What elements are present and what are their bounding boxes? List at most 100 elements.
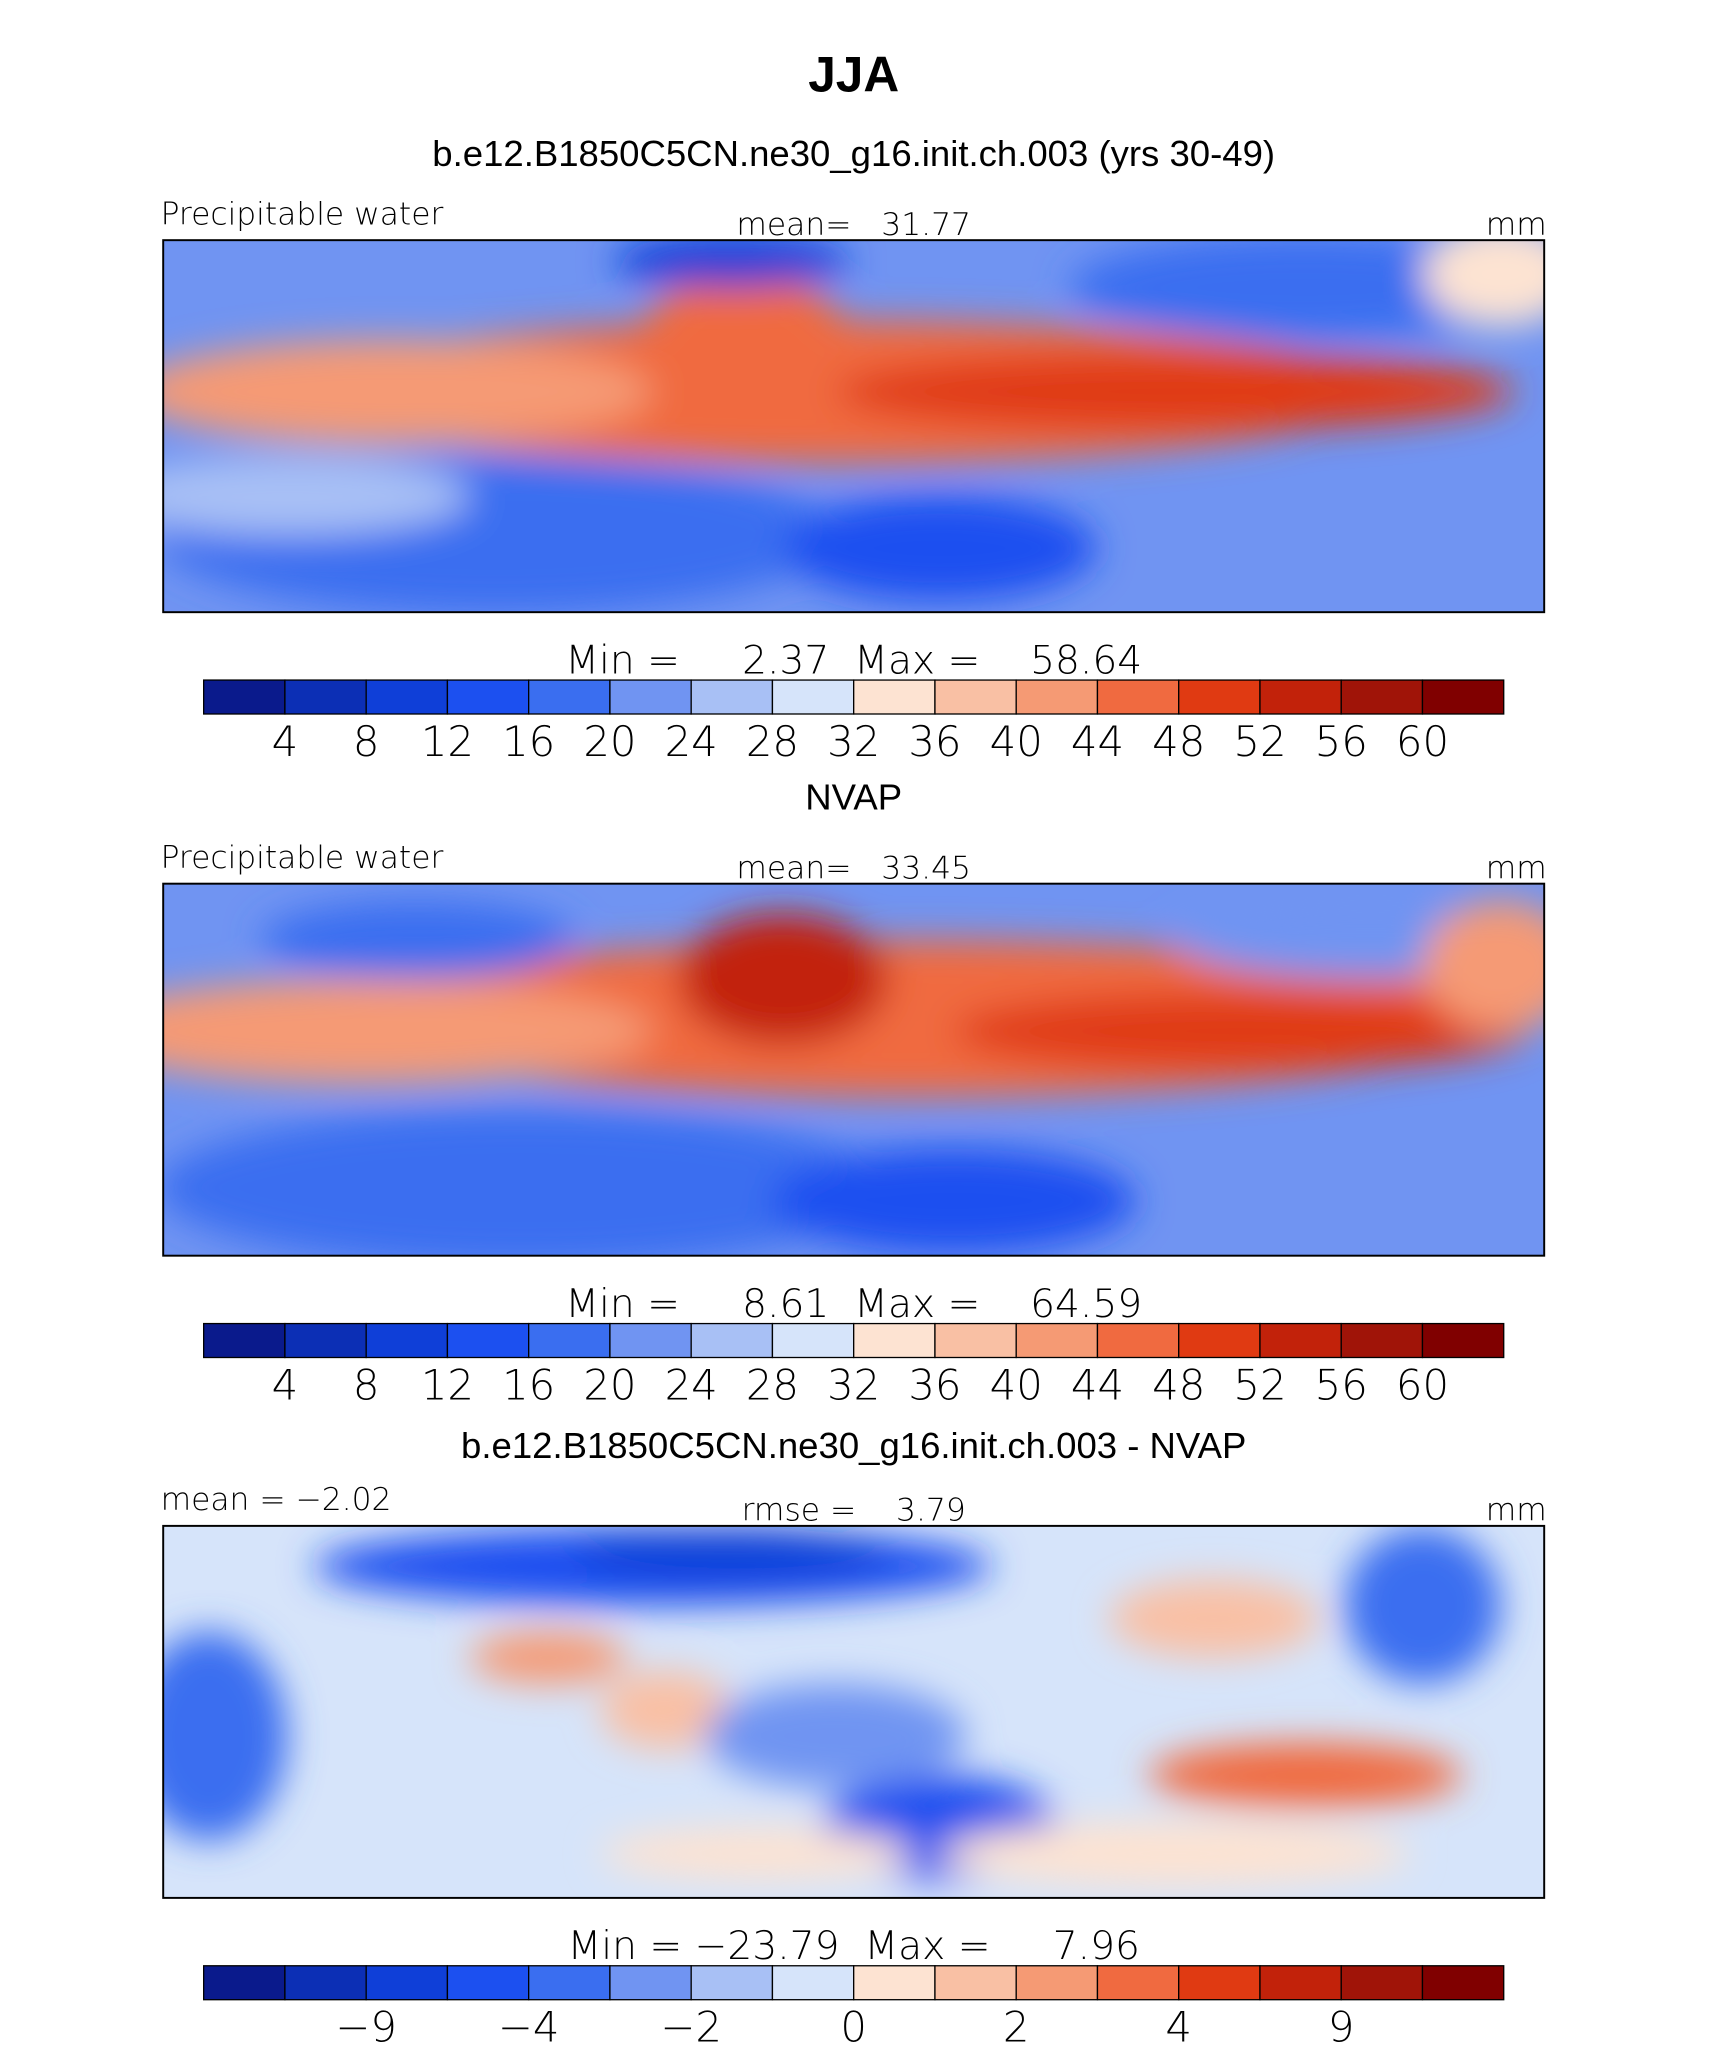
field-blob bbox=[1422, 900, 1545, 1032]
colorbar-box bbox=[1259, 1322, 1342, 1359]
colorbar-box bbox=[853, 679, 936, 715]
stats-label: Min = 8.61 Max = 64.59 bbox=[565, 1282, 1142, 1327]
field-blob bbox=[600, 1670, 731, 1750]
field-blob bbox=[678, 913, 888, 1045]
colorbar-label: 2 bbox=[1003, 2002, 1030, 2048]
map bbox=[163, 883, 1545, 1256]
colorbar-box bbox=[1015, 1965, 1099, 2001]
colorbar-box bbox=[1259, 1965, 1342, 2001]
colorbar-box bbox=[1340, 1322, 1424, 1359]
field-blob bbox=[835, 352, 1515, 431]
panel-left-label: Precipitable water bbox=[161, 840, 444, 876]
field-blob bbox=[261, 900, 575, 979]
map-frame bbox=[162, 882, 1546, 1257]
colorbar-box bbox=[1015, 1322, 1099, 1359]
field-blob bbox=[1109, 1579, 1319, 1658]
colorbar-box bbox=[609, 1322, 692, 1359]
field-blob bbox=[770, 1148, 1136, 1254]
colorbar-label: 28 bbox=[746, 1360, 799, 1409]
colorbar-box bbox=[1096, 1322, 1180, 1359]
colorbar-label: 24 bbox=[665, 1360, 718, 1409]
colorbar-box bbox=[771, 1965, 855, 2001]
colorbar-label: −2 bbox=[660, 2002, 722, 2048]
field-blob bbox=[704, 1683, 966, 1789]
field-blob bbox=[1148, 1742, 1462, 1808]
field-blob bbox=[163, 978, 653, 1084]
colorbar-box bbox=[1421, 679, 1505, 715]
colorbar-label: 20 bbox=[583, 1360, 636, 1409]
colorbar-label: 52 bbox=[1233, 1360, 1286, 1409]
field-blob bbox=[163, 339, 653, 444]
panel-center-label: mean= 31.77 bbox=[736, 207, 971, 243]
colorbar-label: 44 bbox=[1071, 1360, 1124, 1409]
map-field bbox=[163, 1527, 1502, 1887]
colorbar-box bbox=[1421, 1322, 1505, 1359]
colorbar-label: 12 bbox=[421, 717, 474, 766]
colorbar-box bbox=[1096, 679, 1180, 715]
colorbar-box bbox=[1340, 679, 1424, 715]
colorbar-label: 56 bbox=[1315, 717, 1368, 766]
colorbar-label: 9 bbox=[1328, 2002, 1355, 2048]
map-frame bbox=[162, 239, 1546, 614]
colorbar-box bbox=[528, 679, 611, 715]
colorbar-label: 32 bbox=[827, 1360, 880, 1409]
stats-label: Min = 2.37 Max = 58.64 bbox=[565, 639, 1142, 684]
colorbar-label: 4 bbox=[1165, 2002, 1192, 2048]
field-blob bbox=[952, 992, 1528, 1071]
colorbar-box bbox=[284, 1322, 367, 1359]
field-blob bbox=[1422, 240, 1545, 327]
colorbar-box bbox=[528, 1965, 611, 2001]
panel-right-label: mm bbox=[1486, 850, 1547, 886]
colorbar-label: 36 bbox=[908, 717, 961, 766]
colorbar-box bbox=[853, 1322, 936, 1359]
field-blob bbox=[1344, 1527, 1502, 1684]
panel-title: NVAP bbox=[805, 776, 902, 817]
panel-left-label: mean = −2.02 bbox=[161, 1482, 392, 1518]
colorbar-box bbox=[528, 1322, 611, 1359]
colorbar-label: −4 bbox=[498, 2002, 560, 2048]
field-blob bbox=[783, 496, 1097, 601]
colorbar-box bbox=[771, 1322, 855, 1359]
colorbar-label: 60 bbox=[1396, 1360, 1449, 1409]
field-blob bbox=[163, 456, 470, 536]
colorbar-box bbox=[1178, 1965, 1261, 2001]
colorbar-box bbox=[1015, 679, 1099, 715]
colorbar-label: 24 bbox=[665, 717, 718, 766]
colorbar-box bbox=[365, 679, 449, 715]
colorbar-label: 40 bbox=[990, 1360, 1043, 1409]
panel-left-label: Precipitable water bbox=[161, 197, 444, 233]
colorbar-label: 48 bbox=[1152, 717, 1205, 766]
colorbar-box bbox=[934, 1322, 1017, 1359]
colorbar-box bbox=[365, 1322, 449, 1359]
panel-center-label: mean= 33.45 bbox=[736, 850, 971, 886]
colorbar-box bbox=[446, 679, 530, 715]
colorbar-box bbox=[203, 679, 286, 715]
colorbar-label: 36 bbox=[908, 1360, 961, 1409]
map bbox=[163, 240, 1545, 613]
field-blob bbox=[574, 1527, 888, 1580]
colorbar-label: 48 bbox=[1152, 1360, 1205, 1409]
colorbar-box bbox=[1340, 1965, 1424, 2001]
figure-title: JJA bbox=[808, 46, 899, 102]
panel-title: b.e12.B1850C5CN.ne30_g16.init.ch.003 - N… bbox=[461, 1425, 1246, 1466]
colorbar-label: 20 bbox=[583, 717, 636, 766]
map bbox=[163, 1525, 1545, 1898]
field-blob bbox=[469, 1631, 627, 1684]
colorbar-box bbox=[284, 679, 367, 715]
colorbar-label: 4 bbox=[272, 1360, 299, 1409]
field-blob bbox=[600, 1827, 914, 1880]
panel-right-label: mm bbox=[1486, 207, 1547, 243]
field-blob bbox=[163, 1631, 288, 1841]
colorbar-box bbox=[690, 1322, 774, 1359]
colorbar-box bbox=[446, 1965, 530, 2001]
colorbar-box bbox=[284, 1965, 367, 2001]
map-frame bbox=[162, 1524, 1546, 1899]
colorbar-label: 16 bbox=[502, 1360, 555, 1409]
colorbar-box bbox=[1421, 1965, 1505, 2001]
colorbar-label: 40 bbox=[990, 717, 1043, 766]
colorbar-box bbox=[1178, 1322, 1261, 1359]
colorbar-box bbox=[853, 1965, 936, 2001]
colorbar-box bbox=[446, 1322, 530, 1359]
colorbar-box bbox=[1096, 1965, 1180, 2001]
